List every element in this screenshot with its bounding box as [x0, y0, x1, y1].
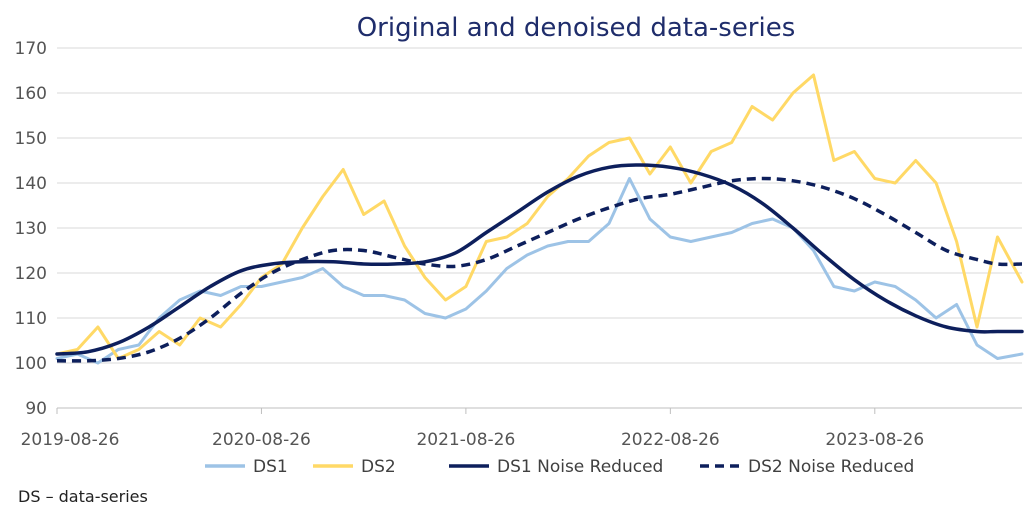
gridlines	[57, 47, 1022, 364]
series-line-ds2	[55, 73, 1024, 360]
x-tick-label: 2021-08-26	[416, 430, 515, 450]
y-tick-label: 120	[15, 264, 47, 284]
legend-label: DS2 Noise Reduced	[748, 457, 914, 477]
x-tick-label: 2022-08-26	[621, 430, 720, 450]
y-tick-label: 150	[15, 129, 47, 149]
series-line-ds2-noise-reduced	[56, 176, 1023, 363]
x-axis-ticks: 2019-08-26 2020-08-26 2021-08-26 2022-08-26…	[21, 408, 924, 450]
series-line-ds1-noise-reduced	[55, 163, 1024, 356]
series-line-ds1	[55, 177, 1024, 365]
x-tick-label: 2020-08-26	[212, 430, 311, 450]
y-tick-label: 170	[15, 39, 47, 59]
footnote: DS – data-series	[18, 487, 148, 506]
legend-label: DS1	[253, 457, 288, 477]
y-tick-label: 110	[15, 309, 47, 329]
x-tick-label: 2019-08-26	[21, 430, 120, 450]
legend-label: DS2	[361, 457, 396, 477]
y-tick-label: 100	[15, 354, 47, 374]
legend-label: DS1 Noise Reduced	[497, 457, 663, 477]
y-tick-label: 130	[15, 219, 47, 239]
chart-title: Original and denoised data-series	[357, 13, 796, 43]
y-tick-label: 90	[25, 399, 47, 419]
x-tick-label: 2023-08-26	[825, 430, 924, 450]
y-tick-label: 160	[15, 84, 47, 104]
y-axis-ticks: 90 100 110 120 130 140 150 160 170	[15, 39, 47, 419]
y-tick-label: 140	[15, 174, 47, 194]
legend: DS1 DS2 DS1 Noise Reduced DS2 Noise Reduced	[205, 457, 914, 477]
series-layer	[55, 73, 1024, 365]
